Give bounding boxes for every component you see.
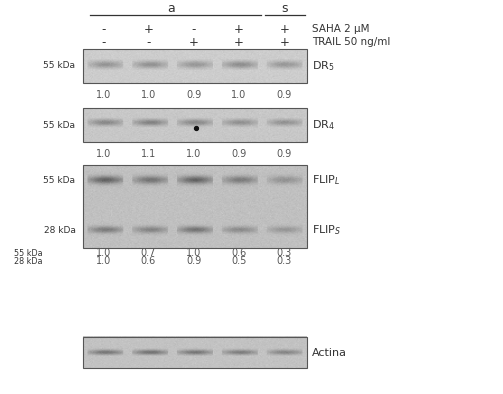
Text: 1.0: 1.0 [96,149,111,159]
Text: 0.7: 0.7 [141,248,156,258]
Text: 0.3: 0.3 [277,248,292,258]
Text: 0.3: 0.3 [277,256,292,266]
Text: DR$_5$: DR$_5$ [312,59,334,73]
Text: +: + [279,23,289,35]
Text: 1.1: 1.1 [141,149,156,159]
Bar [83,165,307,248]
Text: 1.0: 1.0 [96,256,111,266]
Bar [83,49,307,83]
Text: 0.6: 0.6 [231,248,246,258]
Text: 0.9: 0.9 [277,149,292,159]
Text: 1.0: 1.0 [231,90,246,100]
Text: 0.5: 0.5 [231,256,246,266]
Text: 1.0: 1.0 [141,90,156,100]
Text: 55 kDa: 55 kDa [14,249,43,258]
Text: +: + [279,36,289,48]
Text: 1.0: 1.0 [186,248,201,258]
Text: FLIP$_S$: FLIP$_S$ [312,223,341,237]
Text: -: - [101,36,105,48]
Text: 55 kDa: 55 kDa [43,121,75,130]
Text: 0.9: 0.9 [277,90,292,100]
Text: 55 kDa: 55 kDa [43,176,75,185]
Text: 0.9: 0.9 [186,90,201,100]
Text: +: + [143,23,153,35]
Text: +: + [189,36,199,48]
Text: 55 kDa: 55 kDa [43,61,75,71]
Text: 28 kDa: 28 kDa [44,225,75,234]
Bar [83,337,307,368]
Text: +: + [234,23,244,35]
Text: 0.9: 0.9 [231,149,246,159]
Text: -: - [146,36,150,48]
Text: SAHA 2 μM: SAHA 2 μM [312,24,369,34]
Text: 1.0: 1.0 [186,149,201,159]
Text: 0.9: 0.9 [186,256,201,266]
Text: -: - [192,23,196,35]
Bar [83,108,307,142]
Text: 0.6: 0.6 [141,256,156,266]
Text: a: a [167,2,175,15]
Text: Actina: Actina [312,348,347,358]
Text: 1.0: 1.0 [96,248,111,258]
Text: -: - [101,23,105,35]
Text: 28 kDa: 28 kDa [14,257,43,266]
Text: 1.0: 1.0 [96,90,111,100]
Text: DR$_4$: DR$_4$ [312,118,335,132]
Text: s: s [281,2,287,15]
Text: +: + [234,36,244,48]
Text: TRAIL 50 ng/ml: TRAIL 50 ng/ml [312,37,390,47]
Text: FLIP$_L$: FLIP$_L$ [312,173,341,187]
